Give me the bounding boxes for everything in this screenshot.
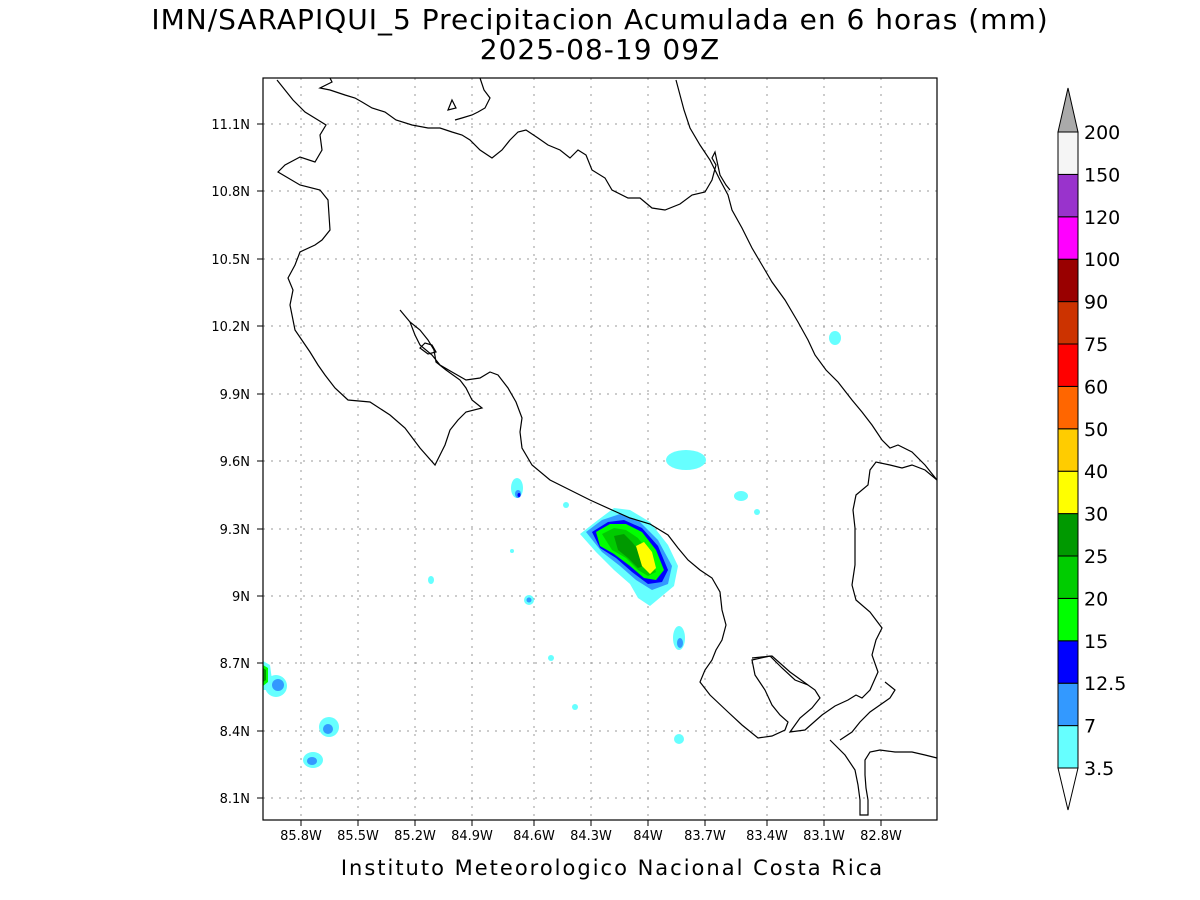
- map-title: IMN/SARAPIQUI_5 Precipitacion Acumulada …: [151, 3, 1049, 36]
- colorbar-swatch: [1057, 131, 1079, 175]
- lat-label: 9.3N: [220, 523, 250, 538]
- lon-label: 82.8W: [860, 829, 902, 844]
- lat-label: 10.2N: [211, 320, 250, 335]
- colorbar-swatch: [1057, 555, 1079, 599]
- colorbar-label: 20: [1084, 588, 1108, 610]
- colorbar-underflow-arrow: [1057, 767, 1079, 811]
- lat-label: 11.1N: [211, 118, 250, 133]
- colorbar-swatch: [1057, 725, 1079, 769]
- lat-label: 9N: [232, 590, 250, 605]
- lon-label: 85.2W: [394, 829, 436, 844]
- lat-label: 8.7N: [220, 657, 250, 672]
- colorbar-label: 12.5: [1084, 673, 1126, 695]
- colorbar-label: 7: [1084, 716, 1096, 738]
- colorbar-swatch: [1057, 385, 1079, 430]
- lat-label: 8.4N: [220, 725, 250, 740]
- lon-label: 85.5W: [337, 829, 379, 844]
- lon-label: 84.9W: [451, 829, 493, 844]
- colorbar-label: 75: [1084, 334, 1108, 356]
- colorbar-swatch: [1057, 470, 1079, 515]
- colorbar-swatch: [1057, 682, 1079, 727]
- colorbar-label: 15: [1084, 631, 1108, 653]
- precipitation-field: [263, 331, 841, 768]
- colorbar-label: 100: [1084, 249, 1120, 271]
- colorbar-swatch: [1057, 640, 1079, 684]
- colorbar-swatch: [1057, 173, 1079, 218]
- colorbar-label: 50: [1084, 419, 1108, 441]
- lon-label: 83.7W: [684, 829, 726, 844]
- lat-label: 9.6N: [220, 455, 250, 470]
- footer-credit: Instituto Meteorologico Nacional Costa R…: [340, 856, 885, 880]
- colorbar-label: 60: [1084, 376, 1108, 398]
- lat-label: 10.5N: [211, 253, 250, 268]
- lat-label: 10.8N: [211, 185, 250, 200]
- colorbar-swatch: [1057, 428, 1079, 472]
- lon-label: 83.4W: [746, 829, 788, 844]
- lat-label: 9.9N: [220, 388, 250, 403]
- latitude-labels: 11.1N 10.8N 10.5N 10.2N 9.9N 9.6N 9.3N 9…: [211, 118, 250, 807]
- axis-ticks: [257, 123, 882, 826]
- colorbar-overflow-arrow: [1057, 87, 1079, 133]
- lon-label: 84W: [633, 829, 663, 844]
- lon-label: 85.8W: [280, 829, 322, 844]
- lon-label: 84.3W: [570, 829, 612, 844]
- lon-label: 84.6W: [513, 829, 555, 844]
- map-subtitle-datetime: 2025-08-19 09Z: [479, 33, 721, 66]
- colorbar: 3.5 7 12.5 15 20 25 30 40 50 60 75 90 100 120 150 200: [1057, 87, 1126, 811]
- colorbar-label: 90: [1084, 292, 1108, 314]
- longitude-labels: 85.8W 85.5W 85.2W 84.9W 84.6W 84.3W 84W …: [280, 829, 902, 844]
- colorbar-swatch: [1057, 216, 1079, 260]
- colorbar-label: 150: [1084, 164, 1120, 186]
- colorbar-label: 120: [1084, 207, 1120, 229]
- colorbar-swatch: [1057, 301, 1079, 345]
- colorbar-label: 25: [1084, 546, 1108, 568]
- colorbar-swatch: [1057, 343, 1079, 387]
- coastline: [276, 77, 938, 816]
- colorbar-swatch: [1057, 597, 1079, 642]
- colorbar-swatch: [1057, 258, 1079, 303]
- map-frame: [262, 77, 938, 821]
- colorbar-label: 40: [1084, 461, 1108, 483]
- colorbar-label: 30: [1084, 504, 1108, 526]
- colorbar-label: 200: [1084, 122, 1120, 144]
- colorbar-swatches: [1057, 131, 1079, 769]
- graticule: [263, 78, 937, 820]
- colorbar-swatch: [1057, 513, 1079, 557]
- colorbar-label: 3.5: [1084, 758, 1114, 780]
- lon-label: 83.1W: [803, 829, 845, 844]
- lat-label: 8.1N: [220, 792, 250, 807]
- colorbar-labels: 3.5 7 12.5 15 20 25 30 40 50 60 75 90 100 120 150 200: [1084, 122, 1126, 780]
